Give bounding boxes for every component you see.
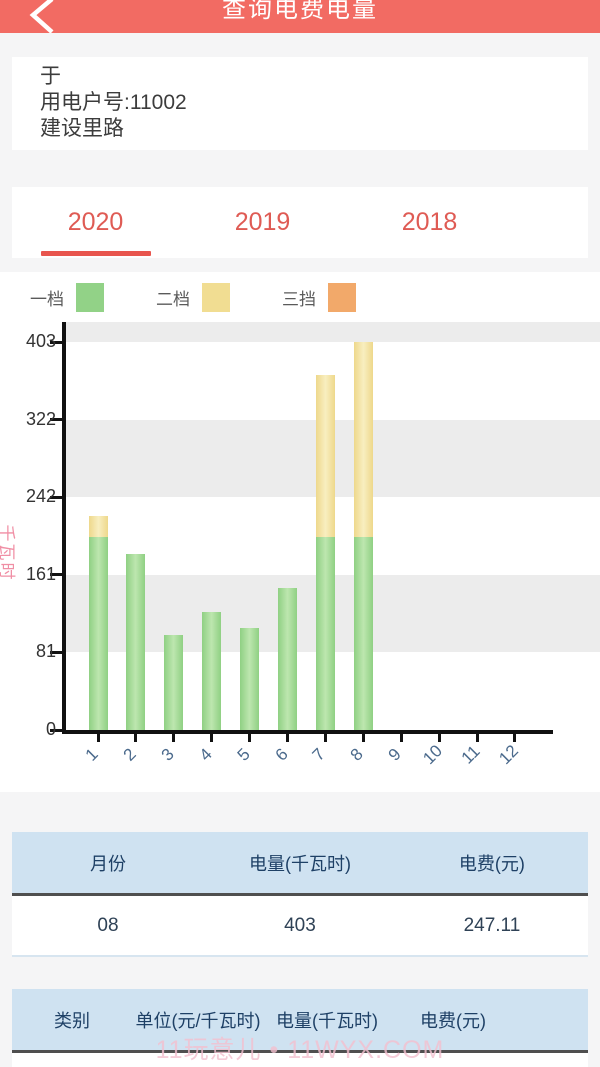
col-category: 类别	[54, 1010, 90, 1031]
col-fee: 电费(元)	[420, 1010, 486, 1031]
y-tick-label: 0	[45, 719, 56, 739]
y-tick	[50, 650, 62, 654]
x-tick	[286, 734, 289, 742]
y-tick	[50, 573, 62, 577]
x-tick-label: 2	[119, 744, 140, 765]
legend-swatch-tier2	[202, 282, 230, 312]
y-tick-label: 403	[25, 331, 56, 351]
bar-month-7-一档[interactable]	[315, 537, 335, 730]
tier-detail-table: 类别 单位(元/千瓦时) 电量(千瓦时) 电费(元)	[12, 989, 588, 1067]
tab-2018-label: 2018	[401, 208, 458, 236]
x-axis-line	[62, 730, 553, 734]
bar-month-4-一档[interactable]	[202, 611, 222, 730]
x-tick	[513, 734, 517, 742]
x-tick-label: 3	[157, 744, 178, 765]
x-tick	[361, 734, 365, 742]
bar-month-6-一档[interactable]	[278, 588, 297, 730]
year-tabs: 2020 2019 2018	[12, 187, 588, 258]
y-tick	[50, 418, 62, 422]
chart-legend: 一档 二档 三挡	[0, 282, 600, 312]
y-tick	[50, 495, 62, 499]
x-tick	[437, 734, 441, 742]
x-tick	[323, 734, 327, 742]
bar-month-2-一档[interactable]	[126, 553, 146, 730]
account-number: 用电户号:11002	[40, 91, 187, 114]
tab-2018[interactable]: 2018	[346, 187, 513, 258]
x-tick-label: 1	[81, 744, 102, 765]
tab-2020-label: 2020	[67, 208, 124, 236]
y-tick	[50, 728, 62, 732]
bar-month-8-一档[interactable]	[353, 537, 373, 730]
back-icon[interactable]	[27, 0, 57, 33]
x-tick-label: 7	[308, 744, 330, 765]
bar-month-3-一档[interactable]	[164, 634, 184, 730]
col-usage: 电量(千瓦时)	[276, 1010, 378, 1031]
detail-table-header: 类别 单位(元/千瓦时) 电量(千瓦时) 电费(元)	[12, 989, 588, 1053]
x-tick-label: 8	[346, 744, 368, 765]
legend-swatch-tier3	[328, 282, 356, 312]
col-month: 月份	[89, 853, 126, 874]
col-unit-price: 单位(元/千瓦时)	[135, 1010, 261, 1031]
x-tick	[210, 734, 214, 742]
account-card: 于 用电户号:11002 建设里路	[12, 57, 588, 150]
row-fee: 247.11	[463, 914, 521, 936]
row-month: 08	[97, 914, 119, 936]
x-tick	[475, 734, 479, 742]
y-tick-label: 81	[35, 641, 56, 661]
x-tick	[134, 734, 138, 742]
bar-month-7-二档[interactable]	[315, 374, 335, 538]
y-tick	[50, 340, 62, 344]
col-usage: 电量(千瓦时)	[248, 853, 351, 874]
chart-card: 一档 二档 三挡 千瓦时 0 81 161 242 322 403 1 2 3 4 5 6 7 8 9 10 1…	[0, 272, 600, 792]
x-tick-label: 10	[419, 741, 447, 769]
x-tick-label: 5	[233, 744, 254, 765]
table-row[interactable]: 08 403 247.11	[12, 896, 588, 957]
legend-label-tier2: 二档	[156, 289, 190, 309]
bar-month-5-一档[interactable]	[240, 627, 260, 730]
x-tick	[399, 734, 403, 742]
app-header: 查询电费电量	[0, 0, 600, 33]
x-tick-label: 6	[271, 744, 292, 765]
legend-label-tier3: 三挡	[282, 289, 316, 309]
bar-month-1-二档[interactable]	[88, 516, 108, 538]
x-tick-label: 11	[457, 741, 484, 768]
x-tick	[172, 734, 176, 742]
legend-swatch-tier1	[76, 282, 104, 312]
account-name: 于	[40, 65, 61, 88]
x-tick	[96, 734, 100, 742]
y-tick-label: 322	[25, 408, 56, 429]
active-tab-underline	[40, 251, 151, 256]
x-tick	[248, 734, 252, 742]
y-axis-line	[62, 322, 66, 734]
monthly-table-header: 月份 电量(千瓦时) 电费(元)	[12, 832, 588, 896]
bar-month-1-一档[interactable]	[88, 537, 108, 730]
col-fee: 电费(元)	[458, 853, 525, 874]
x-tick-label: 4	[195, 744, 216, 765]
legend-label-tier1: 一档	[30, 289, 64, 309]
account-address: 建设里路	[40, 117, 124, 140]
page-title: 查询电费电量	[222, 0, 378, 23]
grid-band	[66, 322, 600, 342]
x-tick-label: 9	[384, 744, 405, 765]
monthly-summary-table: 月份 电量(千瓦时) 电费(元) 08 403 247.11	[12, 832, 588, 957]
bar-month-8-二档[interactable]	[353, 342, 373, 538]
tab-2020[interactable]: 2020	[12, 187, 179, 258]
y-tick-label: 161	[25, 563, 56, 584]
y-tick-label: 242	[25, 486, 56, 506]
usage-bar-chart: 千瓦时 0 81 161 242 322 403 1 2 3 4 5 6 7 8 9 10 11 12	[0, 312, 600, 782]
detail-table-body	[12, 1053, 588, 1067]
x-tick-label: 12	[495, 741, 522, 769]
row-usage: 403	[284, 914, 316, 936]
tab-2019-label: 2019	[234, 208, 291, 236]
tab-2019[interactable]: 2019	[179, 187, 346, 258]
